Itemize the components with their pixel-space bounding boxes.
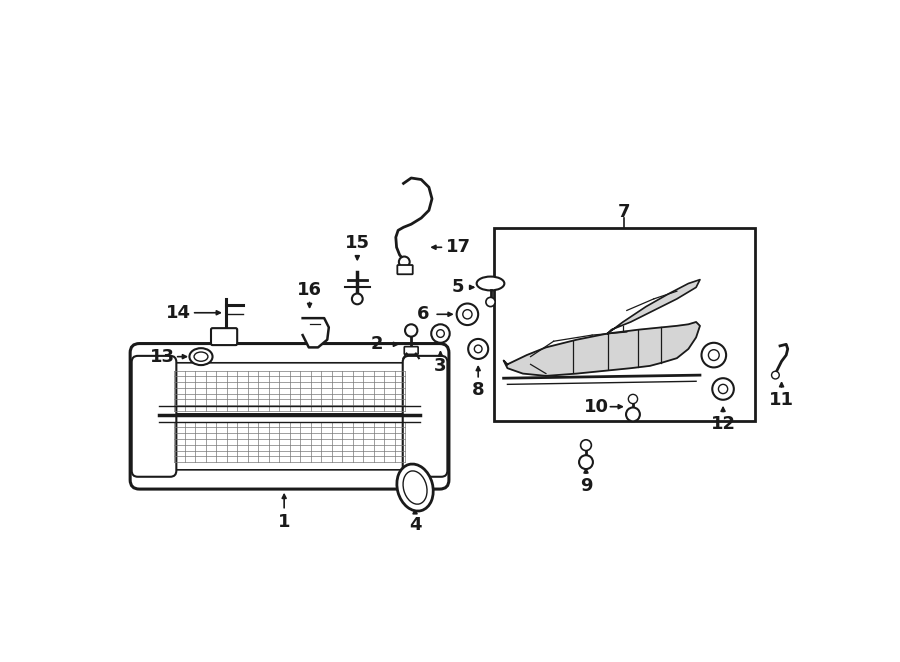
FancyBboxPatch shape <box>131 356 176 477</box>
Circle shape <box>712 378 733 400</box>
Circle shape <box>628 395 637 404</box>
Text: 8: 8 <box>472 381 484 399</box>
Circle shape <box>468 339 488 359</box>
Ellipse shape <box>397 464 433 511</box>
Text: 14: 14 <box>166 304 191 322</box>
FancyBboxPatch shape <box>211 328 238 345</box>
Circle shape <box>718 385 728 394</box>
Circle shape <box>474 345 482 353</box>
Circle shape <box>708 350 719 361</box>
FancyBboxPatch shape <box>166 363 413 419</box>
Polygon shape <box>302 318 328 348</box>
Text: 4: 4 <box>409 516 421 534</box>
Text: 15: 15 <box>345 234 370 252</box>
FancyBboxPatch shape <box>130 344 449 489</box>
FancyBboxPatch shape <box>404 347 419 354</box>
Circle shape <box>352 293 363 305</box>
Circle shape <box>579 455 593 469</box>
Circle shape <box>626 407 640 421</box>
Circle shape <box>405 324 418 336</box>
Text: 1: 1 <box>278 513 291 531</box>
Text: 3: 3 <box>434 357 446 375</box>
Circle shape <box>580 440 591 451</box>
Ellipse shape <box>194 352 208 361</box>
Text: 2: 2 <box>370 336 382 354</box>
Ellipse shape <box>403 471 427 504</box>
Text: 9: 9 <box>580 477 592 495</box>
Text: 17: 17 <box>446 238 471 256</box>
Text: 6: 6 <box>417 305 429 323</box>
Circle shape <box>771 371 779 379</box>
Polygon shape <box>608 279 700 334</box>
Text: 5: 5 <box>451 278 464 297</box>
Circle shape <box>463 310 472 319</box>
Ellipse shape <box>189 348 212 365</box>
Circle shape <box>701 343 726 367</box>
FancyBboxPatch shape <box>166 414 413 470</box>
Circle shape <box>431 324 450 343</box>
Text: 12: 12 <box>711 414 735 433</box>
Text: 13: 13 <box>150 348 175 365</box>
Circle shape <box>486 297 495 307</box>
FancyBboxPatch shape <box>397 265 413 274</box>
Text: 10: 10 <box>583 398 608 416</box>
Circle shape <box>456 303 478 325</box>
Text: 16: 16 <box>297 281 322 299</box>
Text: 11: 11 <box>770 391 794 408</box>
FancyBboxPatch shape <box>402 356 447 477</box>
Polygon shape <box>504 322 700 376</box>
Circle shape <box>399 257 410 267</box>
Circle shape <box>436 330 445 338</box>
Text: 7: 7 <box>618 203 631 221</box>
Ellipse shape <box>477 277 504 291</box>
Bar <box>493 228 755 420</box>
